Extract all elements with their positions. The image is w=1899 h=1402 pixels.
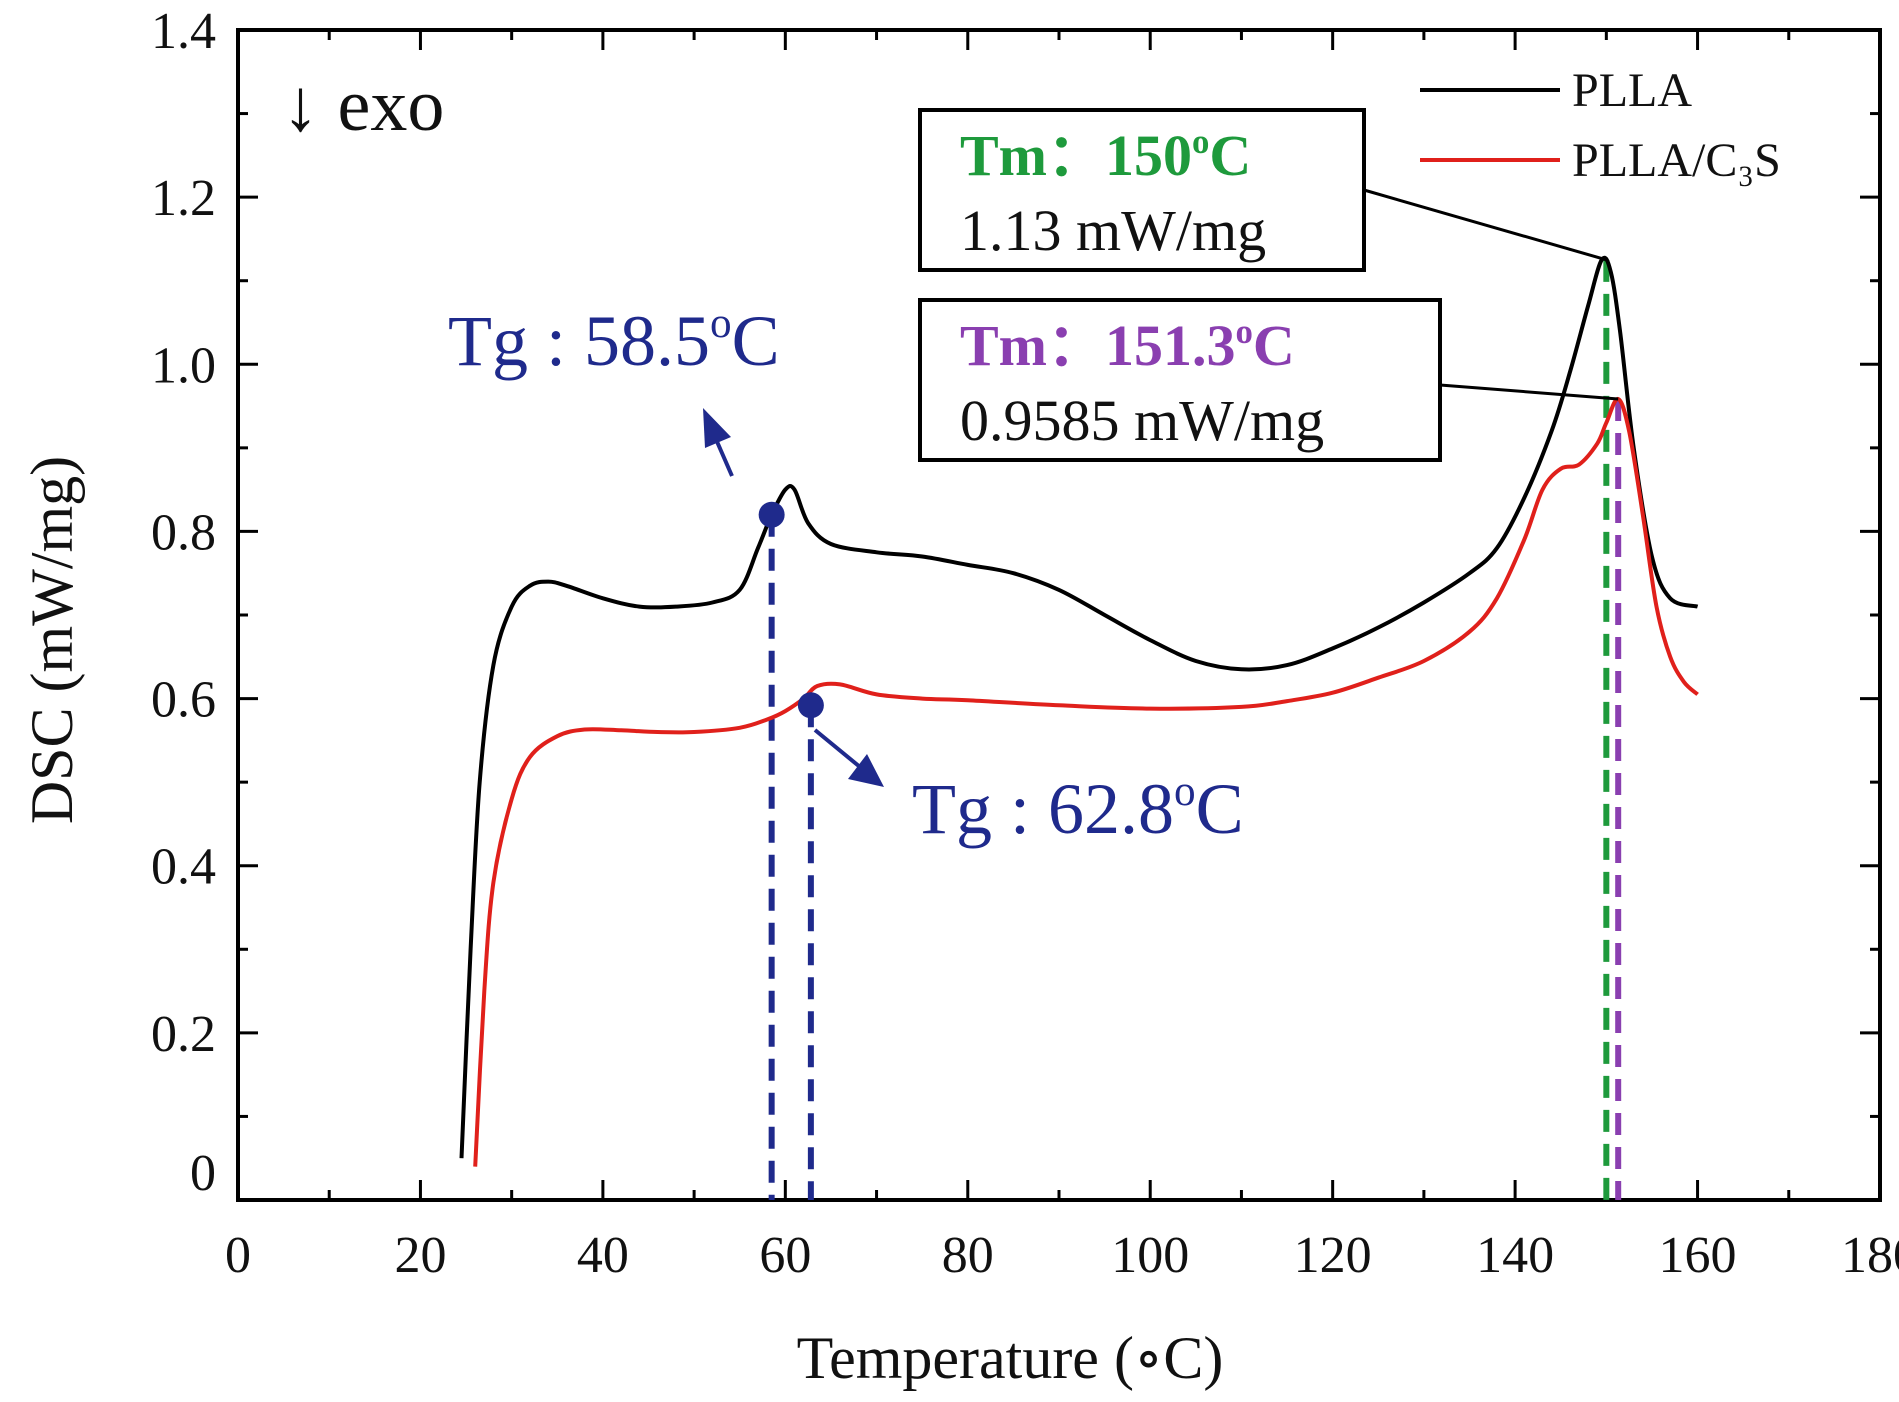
tg-label-plla-c3s-unit: C	[1196, 769, 1244, 849]
series-line-plla	[459, 255, 1699, 1159]
tm-annotation-plla: Tm：150oC 1.13 mW/mg	[918, 108, 1366, 272]
tm-label-plla-degree: o	[1192, 122, 1209, 161]
tg-label-plla-c3s-main: Tg : 62.8	[912, 769, 1174, 849]
tm-label-plla-c3s-degree: o	[1236, 312, 1253, 351]
tg-arrow-plla-c3s-head	[848, 754, 884, 787]
x-tick-label: 20	[394, 1227, 446, 1284]
y-axis-title: DSC (mW/mg)	[19, 456, 85, 824]
tm-annotation-plla-c3s: Tm：151.3oC 0.9585 mW/mg	[918, 298, 1442, 462]
series-line-plla-c3s	[473, 397, 1699, 1167]
tg-label-plla-c3s-degree: o	[1174, 768, 1196, 815]
y-tick-label: 0	[190, 1145, 216, 1202]
x-tick-label: 80	[942, 1227, 994, 1284]
tm-value-plla: 1.13 mW/mg	[960, 198, 1266, 263]
x-tick-label: 100	[1111, 1227, 1189, 1284]
legend: PLLA PLLA/C₃S	[1420, 64, 1781, 187]
x-tick-label: 180	[1841, 1227, 1899, 1284]
y-tick-label: 1.4	[151, 3, 216, 60]
tg-label-plla-degree: o	[710, 300, 732, 347]
tm-label-plla-c3s-unit: C	[1253, 313, 1295, 378]
y-tick-label: 1.0	[151, 337, 216, 394]
tm-label-plla-unit: C	[1209, 123, 1251, 188]
tm-box-plla-c3s	[918, 298, 1442, 462]
plot-layer	[459, 188, 1699, 1200]
x-tick-label: 60	[759, 1227, 811, 1284]
y-tick-label: 0.4	[151, 839, 216, 896]
tm-label-plla-main: Tm：150	[960, 123, 1192, 188]
x-tick-label: 140	[1476, 1227, 1554, 1284]
tg-arrow-plla	[703, 408, 734, 477]
x-tick-label: 40	[577, 1227, 629, 1284]
tg-marker-0	[758, 501, 785, 528]
x-tick-label: 160	[1659, 1227, 1737, 1284]
tg-arrow-plla-c3s-shaft	[813, 728, 862, 769]
x-axis-title: Temperature (∘C)	[797, 1325, 1224, 1391]
tm-leader-line-1	[1439, 383, 1619, 401]
tg-label-plla-unit: C	[732, 301, 780, 381]
legend-label-plla-c3s: PLLA/C₃S	[1572, 134, 1781, 187]
tg-label-plla-main: Tg : 58.5	[448, 301, 710, 381]
tg-marker-1	[797, 692, 824, 719]
tg-label-plla: Tg : 58.5oC	[448, 300, 780, 381]
tg-arrow-plla-head	[703, 408, 731, 448]
y-tick-label: 0.6	[151, 672, 216, 729]
tg-arrow-plla-shaft	[713, 436, 734, 477]
x-tick-label: 120	[1294, 1227, 1372, 1284]
y-tick-label: 1.2	[151, 170, 216, 227]
y-tick-label: 0.2	[151, 1006, 216, 1063]
tg-label-plla-c3s: Tg : 62.8oC	[912, 768, 1244, 849]
tm-box-plla	[918, 108, 1366, 272]
tm-label-plla-c3s: Tm：151.3oC	[960, 312, 1295, 378]
exo-label: ↓ exo	[282, 65, 444, 147]
x-tick-label: 0	[225, 1227, 251, 1284]
tm-label-plla-c3s-main: Tm：151.3	[960, 313, 1236, 378]
axes-layer: 0 20 40 60 80 100 120 140 160 180 0 0.2 0.4 0.6 0.8 1.0…	[151, 3, 1899, 1284]
tm-leader-line-0	[1363, 188, 1607, 262]
tg-arrow-plla-c3s	[813, 728, 884, 787]
y-tick-label: 0.8	[151, 504, 216, 561]
tm-value-plla-c3s: 0.9585 mW/mg	[960, 388, 1324, 453]
legend-label-plla: PLLA	[1572, 64, 1692, 117]
tm-label-plla: Tm：150oC	[960, 122, 1251, 188]
